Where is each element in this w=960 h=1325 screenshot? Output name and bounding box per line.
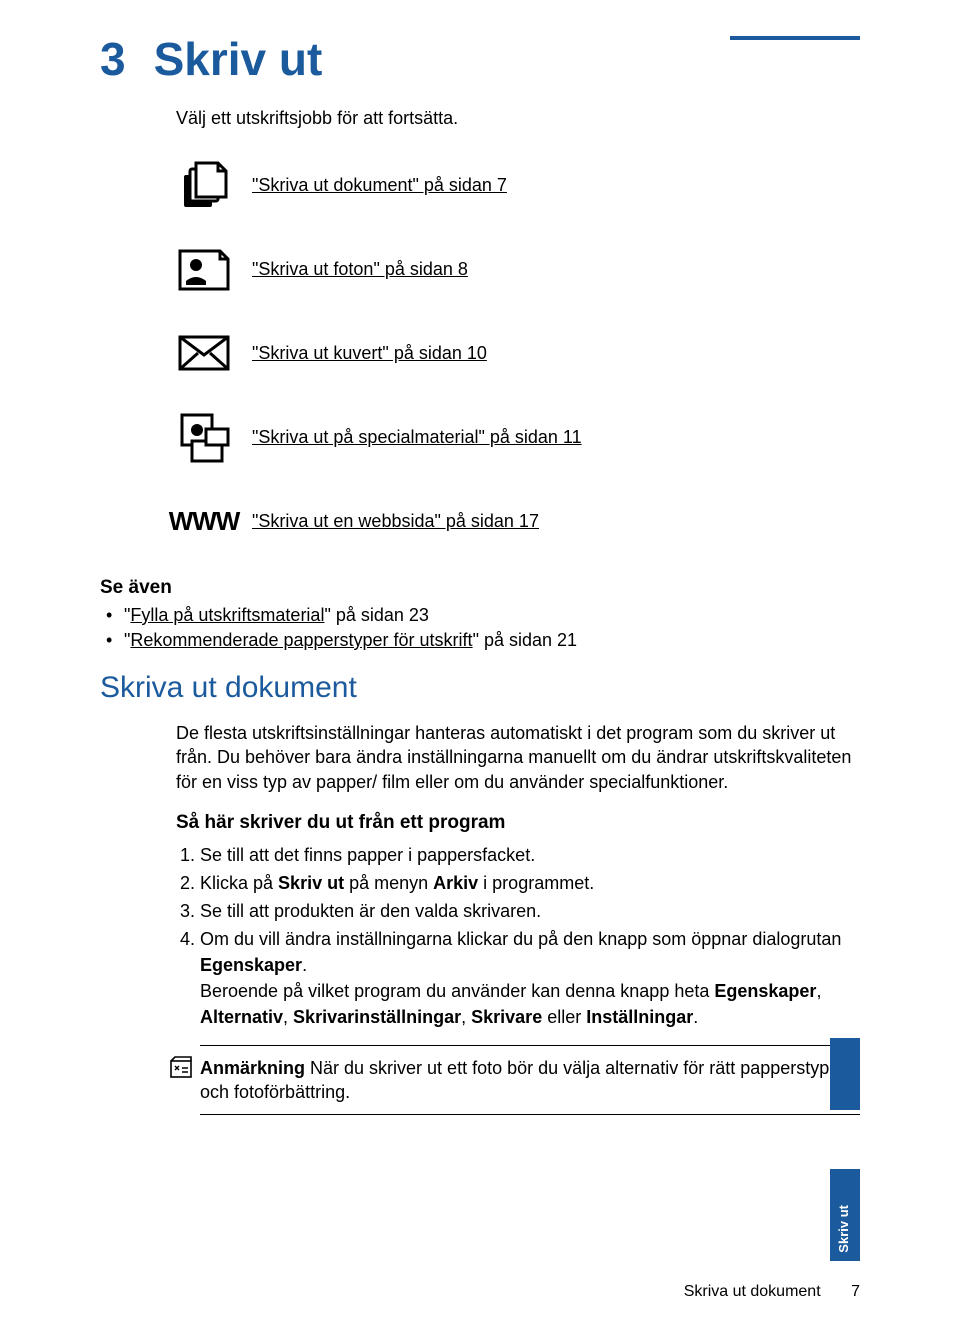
note-label: Anmärkning — [200, 1058, 305, 1078]
see-also-item[interactable]: "Rekommenderade papperstyper för utskrif… — [100, 630, 860, 651]
envelope-icon — [176, 325, 232, 381]
steps-list: Se till att det finns papper i pappersfa… — [176, 842, 860, 1031]
t: Inställningar — [586, 1007, 693, 1027]
side-tab-lower: Skriv ut — [830, 1169, 860, 1261]
t: Skrivare — [471, 1007, 542, 1027]
t: Om du vill ändra inställningarna klickar… — [200, 929, 841, 949]
t: , — [283, 1007, 293, 1027]
page-number: 7 — [851, 1283, 860, 1300]
section-body: De flesta utskriftsinställningar hantera… — [176, 721, 860, 794]
step-text: Se till att produkten är den valda skriv… — [200, 901, 541, 921]
t: Alternativ — [200, 1007, 283, 1027]
chapter-number: 3 — [100, 36, 126, 82]
chapter-heading: 3 Skriv ut — [100, 36, 860, 82]
side-tab-upper — [830, 1038, 860, 1110]
topic-link-special[interactable]: "Skriva ut på specialmaterial" på sidan … — [176, 409, 860, 465]
subsection-title: Så här skriver du ut från ett program — [176, 812, 860, 834]
topic-link-label: "Skriva ut en webbsida" på sidan 17 — [252, 511, 539, 532]
top-rule — [730, 36, 860, 40]
step-1: Se till att det finns papper i pappersfa… — [200, 842, 860, 868]
footer-text: Skriva ut dokument — [684, 1283, 821, 1300]
intro-text: Välj ett utskriftsjobb för att fortsätta… — [176, 108, 860, 129]
see-also-link: Rekommenderade papperstyper för utskrift — [130, 630, 472, 650]
t: på menyn — [344, 873, 433, 893]
step-4: Om du vill ändra inställningarna klickar… — [200, 926, 860, 1030]
photo-icon — [176, 241, 232, 297]
step-3: Se till att produkten är den valda skriv… — [200, 898, 860, 924]
t: i programmet. — [478, 873, 594, 893]
t: Arkiv — [433, 873, 478, 893]
see-also-title: Se även — [100, 577, 860, 599]
note-block: Anmärkning När du skriver ut ett foto bö… — [200, 1045, 860, 1116]
topic-link-documents[interactable]: "Skriva ut dokument" på sidan 7 — [176, 157, 860, 213]
special-material-icon — [176, 409, 232, 465]
step-text: Se till att det finns papper i pappersfa… — [200, 845, 535, 865]
t: . — [302, 955, 307, 975]
documents-icon — [176, 157, 232, 213]
topic-link-label: "Skriva ut foton" på sidan 8 — [252, 259, 468, 280]
topic-link-photos[interactable]: "Skriva ut foton" på sidan 8 — [176, 241, 860, 297]
t: Egenskaper — [200, 955, 302, 975]
section-title: Skriva ut dokument — [100, 671, 860, 705]
topic-link-webpage[interactable]: WWW "Skriva ut en webbsida" på sidan 17 — [176, 493, 860, 549]
t: eller — [542, 1007, 586, 1027]
see-also-item[interactable]: "Fylla på utskriftsmaterial" på sidan 23 — [100, 605, 860, 626]
topic-link-label: "Skriva ut dokument" på sidan 7 — [252, 175, 507, 196]
footer: Skriva ut dokument 7 — [684, 1283, 860, 1301]
chapter-title: Skriv ut — [154, 36, 323, 82]
see-also-block: Se även "Fylla på utskriftsmaterial" på … — [100, 577, 860, 651]
see-also-link: Fylla på utskriftsmaterial — [130, 605, 324, 625]
topic-link-list: "Skriva ut dokument" på sidan 7 "Skriva … — [176, 157, 860, 549]
see-also-rest: " på sidan 23 — [324, 605, 428, 625]
see-also-rest: " på sidan 21 — [473, 630, 577, 650]
t: Beroende på vilket program du använder k… — [200, 981, 714, 1001]
www-label: WWW — [169, 506, 240, 537]
step-2: Klicka på Skriv ut på menyn Arkiv i prog… — [200, 870, 860, 896]
t: , — [461, 1007, 471, 1027]
t: Skriv ut — [278, 873, 344, 893]
note-icon — [170, 1056, 192, 1078]
t: Klicka på — [200, 873, 278, 893]
t: , — [816, 981, 821, 1001]
topic-link-label: "Skriva ut kuvert" på sidan 10 — [252, 343, 487, 364]
t: Egenskaper — [714, 981, 816, 1001]
topic-link-envelopes[interactable]: "Skriva ut kuvert" på sidan 10 — [176, 325, 860, 381]
t: . — [693, 1007, 698, 1027]
t: Skrivarinställningar — [293, 1007, 461, 1027]
side-tab-label: Skriv ut — [836, 1205, 851, 1253]
www-icon: WWW — [176, 493, 232, 549]
topic-link-label: "Skriva ut på specialmaterial" på sidan … — [252, 427, 582, 448]
